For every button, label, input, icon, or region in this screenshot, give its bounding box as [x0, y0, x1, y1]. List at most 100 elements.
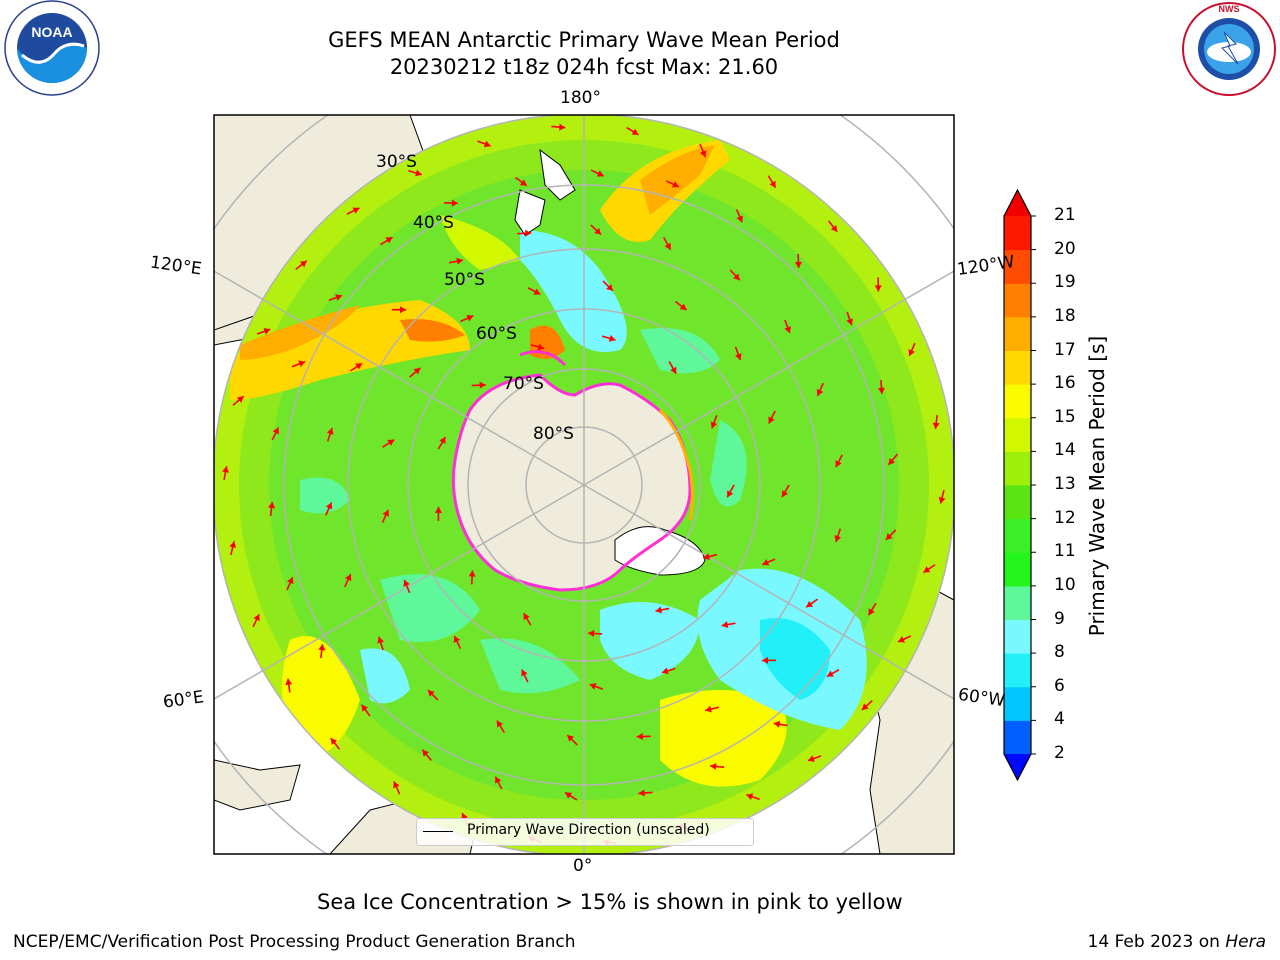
colorbar-tick-label: 21 [1054, 205, 1076, 225]
wave-arrow-head [806, 600, 814, 608]
wave-arrow-head [495, 776, 502, 784]
wave-arrow-head [727, 490, 734, 498]
colorbar-tick-label: 11 [1054, 541, 1076, 562]
colorbar-tick-label: 6 [1054, 675, 1065, 696]
wave-arrow-head [299, 260, 307, 268]
wave-arrow-head [466, 314, 474, 322]
colorbar-band [1004, 653, 1031, 688]
wave-arrow-head [318, 644, 326, 651]
colorbar-band [1004, 485, 1031, 520]
wave-arrow-head [479, 381, 486, 389]
wave-arrow-head [631, 128, 639, 135]
wave-arrow-head [923, 566, 931, 573]
colorbar-tick-label: 16 [1054, 373, 1076, 394]
wave-arrow-head [588, 629, 595, 637]
wave-arrow-head [525, 229, 532, 237]
colorbar-band [1004, 451, 1031, 486]
footer-date-text: 14 Feb 2023 on [1087, 932, 1226, 952]
wave-arrow-head [762, 559, 770, 566]
wave-arrow-head [773, 720, 781, 728]
wave-arrow-head [781, 490, 789, 498]
colorbar-band [1004, 249, 1031, 284]
wave-arrow-head [285, 678, 293, 686]
colorbar-extend-high [1004, 190, 1031, 216]
wave-arrow-head [733, 273, 740, 281]
colorbar-extend-low [1004, 754, 1031, 780]
colorbar-title: Primary Wave Mean Period [s] [1085, 335, 1109, 637]
wave-arrow-head [670, 366, 677, 374]
wave-arrow-head [898, 636, 906, 643]
colorbar-tick-label: 14 [1054, 440, 1076, 461]
nws-logo: NWS [1182, 2, 1276, 96]
wave-arrow-head [222, 466, 229, 473]
wave-arrow-head [769, 180, 776, 188]
lat-label-70s: 70°S [503, 374, 544, 394]
wave-arrow-head [326, 428, 334, 435]
wave-arrow-head [679, 303, 687, 310]
wave-arrow-head [344, 574, 352, 582]
wave-arrow-head [746, 793, 754, 800]
wave-arrow-head [807, 755, 815, 762]
wave-arrow-head [826, 670, 834, 677]
wave-arrow-head [661, 667, 669, 675]
sea-ice-caption: Sea Ice Concentration > 15% is shown in … [317, 890, 903, 914]
wave-arrow-head [352, 207, 360, 214]
wave-arrow-head [638, 789, 645, 797]
svg-text:NOAA: NOAA [31, 24, 72, 40]
wave-arrow-head [768, 416, 775, 424]
wave-arrow-head [672, 181, 679, 188]
wave-arrow-head [608, 334, 616, 342]
colorbar-band [1004, 619, 1031, 654]
colorbar-tick-label: 10 [1054, 574, 1076, 595]
legend-line-swatch [423, 831, 453, 832]
wave-arrow-head [596, 170, 604, 177]
colorbar-tick-label: 19 [1054, 272, 1076, 293]
wave-arrow-head [434, 506, 442, 513]
plot-subtitle: 20230212 t18z 024h fcst Max: 21.60 [389, 55, 779, 79]
colorbar-tick-label: 17 [1054, 339, 1076, 360]
wave-arrow-head [559, 123, 566, 131]
wave-direction-arrows [222, 123, 946, 846]
wave-arrow-head [523, 613, 530, 621]
lat-label-60s: 60°S [476, 324, 517, 344]
map-legend: Primary Wave Direction (unscaled) [416, 818, 754, 846]
lat-label-80s: 80°S [533, 424, 574, 444]
noaa-logo: NOAA [4, 0, 100, 96]
wave-arrow-head [589, 683, 597, 690]
wave-arrow-head [439, 436, 446, 444]
wave-arrow-head [521, 669, 528, 677]
wave-arrow-head [835, 460, 842, 468]
wave-arrow-head [399, 306, 406, 314]
wave-arrow-head [427, 690, 435, 697]
colorbar-tick-label: 15 [1054, 406, 1076, 427]
wave-arrow-head [272, 427, 279, 435]
wave-arrow-head [403, 579, 410, 587]
wave-arrow-head [699, 150, 707, 158]
colorbar-band [1004, 316, 1031, 351]
wave-arrow-head [735, 353, 742, 361]
wave-arrow-head [355, 363, 363, 370]
wave-arrow-head [736, 215, 743, 223]
lat-label-40s: 40°S [413, 213, 454, 233]
colorbar-band [1004, 384, 1031, 419]
wave-arrow-head [762, 656, 769, 664]
wave-arrow-head [710, 762, 717, 770]
colorbar-tick-label: 4 [1054, 709, 1065, 730]
colorbar-tick-label: 8 [1054, 642, 1065, 663]
colorbar-band [1004, 216, 1031, 251]
wave-arrow-head [606, 284, 613, 291]
wave-arrow-head [385, 237, 393, 244]
wave-arrow-head [519, 179, 527, 186]
wave-arrow-head [496, 720, 504, 728]
wave-arrow-head [567, 735, 575, 742]
colorbar-tick-label: 20 [1054, 238, 1076, 259]
wave-arrow-head [537, 343, 545, 351]
wave-arrow-head [268, 502, 276, 509]
wave-arrow-head [565, 792, 573, 799]
lat-label-50s: 50°S [444, 270, 485, 290]
wave-arrow-head [387, 439, 395, 446]
wave-arrow-head [830, 224, 838, 232]
colorbar [1003, 188, 1036, 782]
wave-arrow-head [229, 541, 237, 548]
